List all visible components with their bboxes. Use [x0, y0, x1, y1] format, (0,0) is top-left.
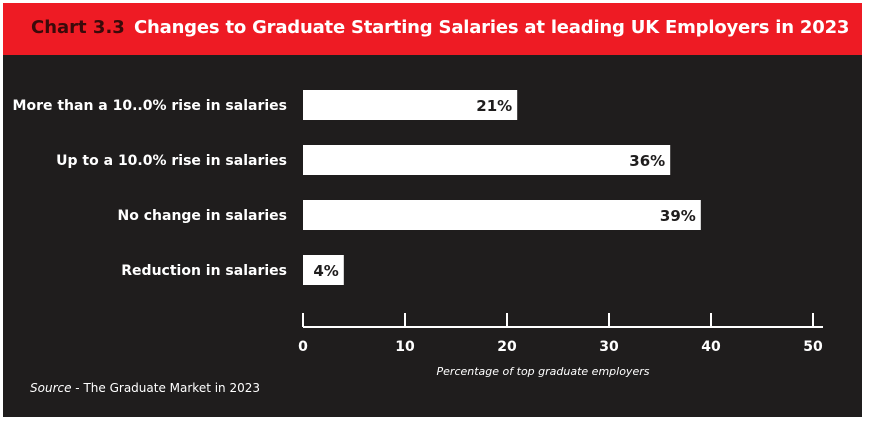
- x-tick-label-1: 10: [395, 339, 415, 355]
- source-label: Source: [30, 381, 72, 395]
- source-separator: -: [71, 381, 84, 395]
- category-label-1: Up to a 10.0% rise in salaries: [56, 153, 287, 169]
- chart-frame: Chart 3.3 Changes to Graduate Starting S…: [3, 3, 862, 417]
- chart-number: Chart 3.3: [31, 17, 125, 38]
- category-label-0: More than a 10..0% rise in salaries: [13, 98, 287, 114]
- value-label-2: 39%: [660, 207, 696, 225]
- x-tick-label-2: 20: [497, 339, 517, 355]
- value-label-0: 21%: [476, 97, 512, 115]
- bar-chart: More than a 10..0% rise in salaries 21% Up…: [13, 90, 823, 378]
- chart-title: Changes to Graduate Starting Salaries at…: [134, 17, 850, 38]
- x-tick-label-5: 50: [803, 339, 823, 355]
- category-label-3: Reduction in salaries: [121, 263, 287, 279]
- source-text: The Graduate Market in 2023: [83, 381, 261, 395]
- x-tick-label-3: 30: [599, 339, 619, 355]
- bar-3: [303, 255, 344, 285]
- bar-1: [303, 145, 671, 175]
- source-note: Source - The Graduate Market in 2023: [30, 381, 260, 395]
- bar-0: [303, 90, 518, 120]
- bar-2: [303, 200, 701, 230]
- category-label-2: No change in salaries: [118, 208, 287, 224]
- x-axis-title: Percentage of top graduate employers: [437, 365, 650, 378]
- chart-header: Chart 3.3 Changes to Graduate Starting S…: [3, 3, 862, 55]
- x-tick-label-0: 0: [298, 339, 308, 355]
- value-label-3: 4%: [313, 262, 338, 280]
- value-label-1: 36%: [629, 152, 665, 170]
- x-tick-label-4: 40: [701, 339, 721, 355]
